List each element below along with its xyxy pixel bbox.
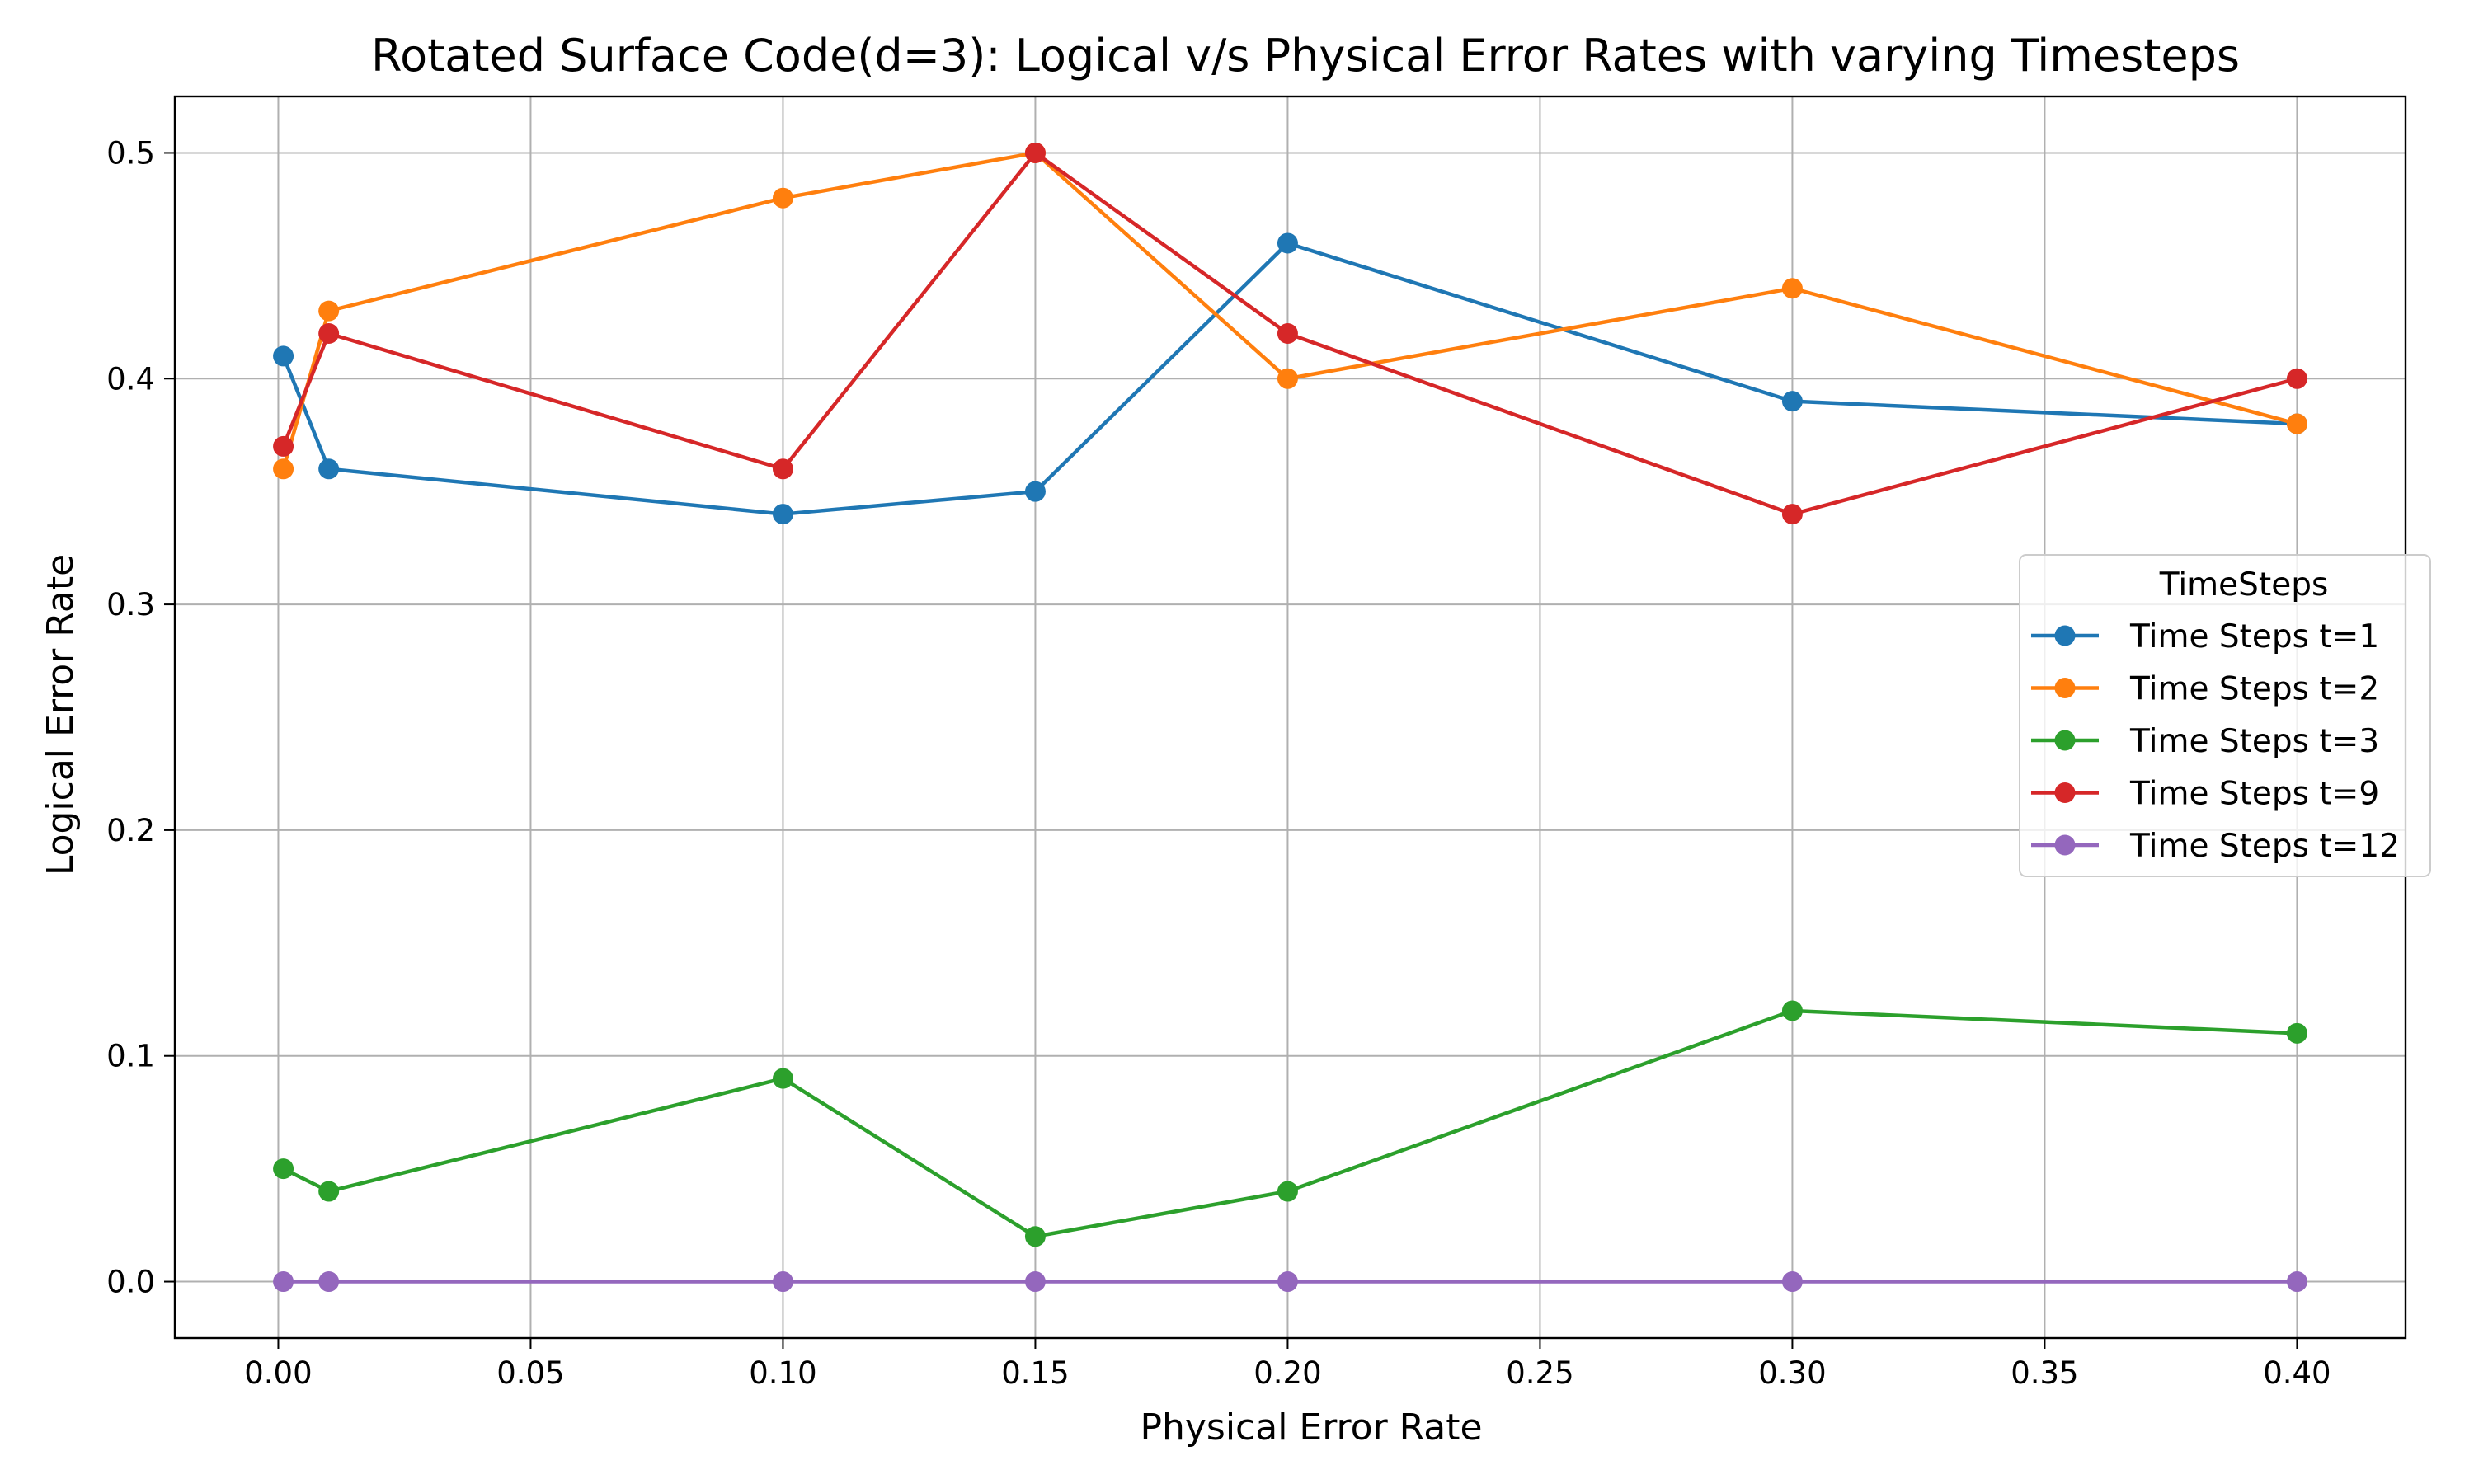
data-point <box>2286 413 2307 434</box>
data-point <box>1781 391 1803 412</box>
legend-marker <box>2054 678 2076 698</box>
legend-marker <box>2054 782 2076 803</box>
data-point <box>1781 278 1803 299</box>
data-point <box>318 1181 340 1202</box>
data-point <box>1277 368 1298 389</box>
series-layer <box>273 142 2307 1293</box>
series-5 <box>273 1271 2307 1293</box>
legend-label: Time Steps t=12 <box>2129 828 2400 865</box>
legend-marker <box>2054 730 2076 751</box>
data-point <box>772 187 793 209</box>
data-point <box>273 1271 294 1293</box>
y-tick-label: 0.4 <box>106 361 155 397</box>
y-tick-label: 0.5 <box>106 135 155 171</box>
x-tick-label: 0.15 <box>1001 1355 1069 1391</box>
data-point <box>1277 1271 1298 1293</box>
data-point <box>1277 1181 1298 1202</box>
data-point <box>2286 1271 2307 1293</box>
legend-label: Time Steps t=9 <box>2129 776 2379 813</box>
x-axis-label: Physical Error Rate <box>1140 1407 1482 1449</box>
y-tick-label: 0.2 <box>106 813 155 848</box>
y-tick-label: 0.1 <box>106 1039 155 1074</box>
legend-marker <box>2054 834 2076 856</box>
data-point <box>318 323 340 345</box>
x-tick-label: 0.05 <box>496 1355 564 1391</box>
y-axis-label: Logical Error Rate <box>40 554 82 876</box>
x-tick-label: 0.20 <box>1253 1355 1321 1391</box>
x-tick-label: 0.10 <box>749 1355 816 1391</box>
data-point <box>1277 232 1298 254</box>
legend-box <box>2019 554 2431 877</box>
data-point <box>2286 368 2307 389</box>
legend-entry: Time Steps t=1 <box>2031 618 2379 655</box>
data-point <box>772 1068 793 1089</box>
y-tick-label: 0.3 <box>106 587 155 622</box>
legend-entry: Time Steps t=12 <box>2031 828 2400 865</box>
legend: TimeSteps Time Steps t=1 Time Steps t=2 Ti… <box>2019 554 2431 877</box>
legend-entry: Time Steps t=9 <box>2031 776 2379 813</box>
data-point <box>1277 323 1298 345</box>
data-point <box>1781 1271 1803 1293</box>
data-point <box>273 458 294 480</box>
x-tick-label: 0.30 <box>1758 1355 1826 1391</box>
legend-label: Time Steps t=2 <box>2129 671 2379 708</box>
series-3 <box>273 1000 2307 1247</box>
legend-title: TimeSteps <box>2159 566 2329 603</box>
series-4 <box>273 142 2307 525</box>
legend-entry: Time Steps t=2 <box>2031 671 2379 708</box>
x-tick-label: 0.40 <box>2263 1355 2331 1391</box>
data-point <box>772 458 793 480</box>
chart-title: Rotated Surface Code(d=3): Logical v/s P… <box>371 30 2240 82</box>
data-point <box>1024 1271 1046 1293</box>
x-axis-ticks: 0.00 0.05 0.10 0.15 0.20 0.25 0.30 0.35 0.40 <box>244 1338 2331 1391</box>
data-point <box>772 1271 793 1293</box>
data-point <box>1781 504 1803 525</box>
data-point <box>1024 1226 1046 1247</box>
data-point <box>2286 1022 2307 1044</box>
legend-label: Time Steps t=1 <box>2129 618 2379 655</box>
legend-entry: Time Steps t=3 <box>2031 723 2379 760</box>
y-tick-label: 0.0 <box>106 1265 155 1300</box>
data-point <box>772 504 793 525</box>
data-point <box>318 458 340 480</box>
data-point <box>273 1158 294 1180</box>
data-point <box>1024 142 1046 163</box>
legend-label: Time Steps t=3 <box>2129 723 2379 760</box>
x-tick-label: 0.25 <box>1506 1355 1573 1391</box>
data-point <box>1024 481 1046 502</box>
data-point <box>273 345 294 367</box>
x-tick-label: 0.00 <box>244 1355 312 1391</box>
y-axis-ticks: 0.0 0.1 0.2 0.3 0.4 0.5 <box>106 135 175 1300</box>
data-point <box>318 300 340 322</box>
data-point <box>318 1271 340 1293</box>
data-point <box>1781 1000 1803 1021</box>
x-tick-label: 0.35 <box>2011 1355 2078 1391</box>
data-point <box>273 435 294 457</box>
legend-marker <box>2054 625 2076 646</box>
